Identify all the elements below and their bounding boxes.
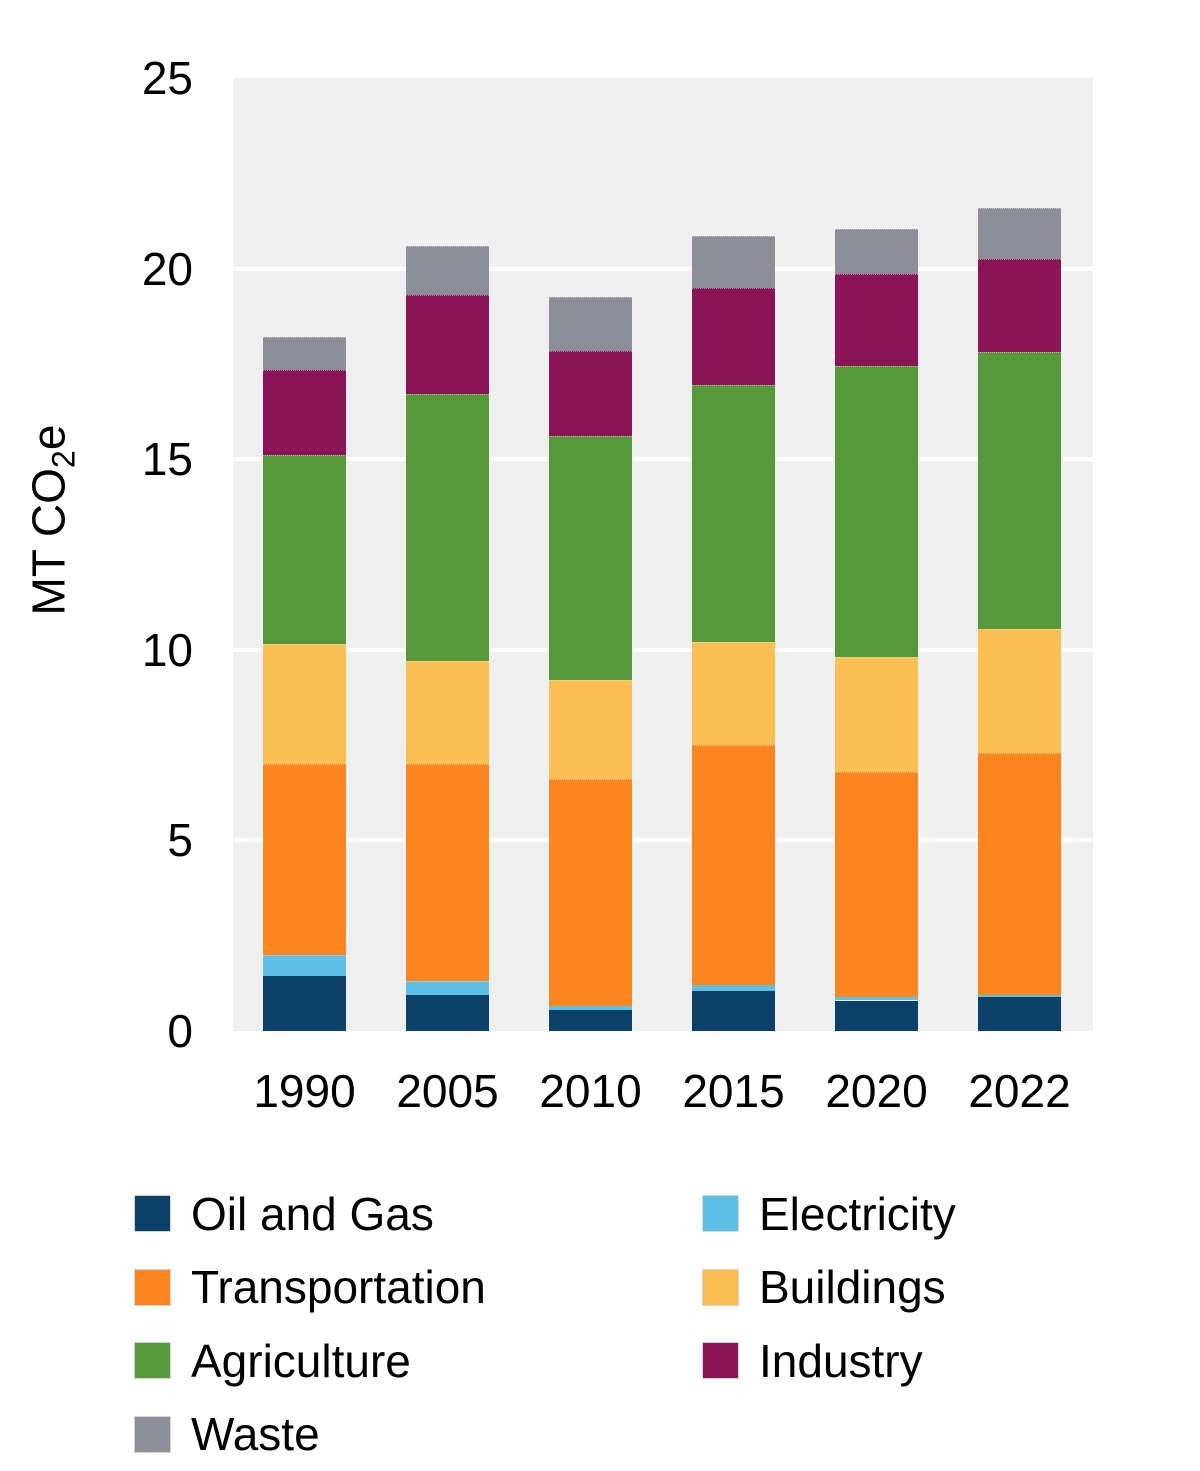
bar-segment-oil-and-gas-2005 [406, 994, 489, 1031]
bar-segment-transportation-2015 [692, 745, 775, 986]
bar-segment-waste-2015 [692, 236, 775, 288]
bar-segment-waste-2010 [549, 297, 632, 351]
x-tick-label-2005: 2005 [396, 1065, 499, 1117]
bar-segment-agriculture-2015 [692, 384, 775, 643]
legend-swatch-electricity [702, 1195, 739, 1232]
y-axis-title: MT CO2e [21, 425, 82, 616]
bar-segment-oil-and-gas-1990 [263, 975, 346, 1031]
bar-segment-buildings-2015 [692, 642, 775, 746]
bar-segment-agriculture-2010 [549, 436, 632, 681]
gridline-y-20 [233, 266, 1093, 271]
y-tick-label-25: 25 [141, 52, 193, 104]
y-tick-label-5: 5 [167, 814, 193, 867]
bar-segment-oil-and-gas-2020 [835, 1000, 918, 1031]
bar-segment-buildings-2010 [549, 680, 632, 780]
bar-segment-industry-2005 [406, 295, 489, 395]
bar-segment-agriculture-2005 [406, 394, 489, 662]
bar-segment-transportation-2005 [406, 764, 489, 982]
y-axis-title-prefix: MT CO [22, 468, 75, 616]
y-tick-label-10: 10 [141, 623, 193, 676]
bar-segment-waste-2020 [835, 228, 918, 275]
y-axis-title-suffix: e [22, 424, 75, 451]
x-tick-label-1990: 1990 [253, 1065, 356, 1117]
legend-swatch-industry [702, 1342, 739, 1379]
bar-segment-waste-2022 [978, 207, 1061, 260]
x-tick-label-2022: 2022 [968, 1065, 1071, 1117]
gridline-y-15 [233, 457, 1093, 462]
bar-segment-agriculture-2022 [978, 352, 1061, 629]
bar-segment-waste-2005 [406, 245, 489, 296]
bar-segment-industry-1990 [263, 369, 346, 456]
legend-swatch-buildings [702, 1268, 739, 1306]
legend-swatch-waste [134, 1415, 171, 1453]
plot-area [233, 78, 1093, 1031]
bar-segment-electricity-2015 [692, 985, 775, 991]
bar-segment-waste-1990 [263, 337, 346, 370]
legend-swatch-transportation [134, 1268, 171, 1306]
bar-segment-electricity-2005 [406, 981, 489, 995]
gridline-y-10 [233, 647, 1093, 652]
legend-label-buildings: Buildings [759, 1261, 946, 1313]
bar-segment-electricity-2022 [978, 994, 1061, 997]
x-tick-label-2010: 2010 [539, 1065, 642, 1117]
bar-segment-electricity-1990 [263, 954, 346, 976]
bar-segment-buildings-2022 [978, 628, 1061, 753]
legend-label-industry: Industry [759, 1334, 923, 1387]
bar-segment-transportation-2010 [549, 779, 632, 1007]
legend-label-electricity: Electricity [759, 1187, 956, 1240]
bar-segment-buildings-1990 [263, 644, 346, 765]
bar-segment-buildings-2005 [406, 661, 489, 765]
legend-label-transportation: Transportation [191, 1261, 486, 1313]
bar-segment-oil-and-gas-2022 [978, 996, 1061, 1031]
bar-segment-transportation-2020 [835, 771, 918, 997]
y-axis-title-subscript: 2 [45, 450, 82, 469]
bar-segment-industry-2015 [692, 287, 775, 385]
bar-segment-oil-and-gas-2010 [549, 1010, 632, 1031]
legend-label-oil-and-gas: Oil and Gas [191, 1187, 434, 1240]
bar-segment-transportation-2022 [978, 752, 1061, 995]
legend-label-waste: Waste [191, 1408, 320, 1460]
bar-segment-industry-2022 [978, 259, 1061, 353]
bar-segment-oil-and-gas-2015 [692, 990, 775, 1031]
gridline-y-5 [233, 838, 1093, 843]
bar-segment-agriculture-2020 [835, 365, 918, 658]
x-tick-label-2020: 2020 [825, 1065, 928, 1117]
bar-segment-buildings-2020 [835, 657, 918, 772]
bar-segment-electricity-2010 [549, 1006, 632, 1011]
y-tick-label-20: 20 [141, 242, 193, 295]
bar-segment-agriculture-1990 [263, 455, 346, 645]
bar-segment-transportation-1990 [263, 764, 346, 955]
bar-segment-industry-2020 [835, 274, 918, 366]
x-tick-label-2015: 2015 [682, 1065, 785, 1117]
y-tick-label-0: 0 [167, 1005, 193, 1057]
bar-segment-industry-2010 [549, 350, 632, 437]
y-tick-label-15: 15 [141, 433, 193, 486]
legend-swatch-oil-and-gas [134, 1195, 171, 1232]
legend-label-agriculture: Agriculture [191, 1334, 411, 1387]
bar-segment-electricity-2020 [835, 996, 918, 1001]
legend-swatch-agriculture [134, 1342, 171, 1379]
